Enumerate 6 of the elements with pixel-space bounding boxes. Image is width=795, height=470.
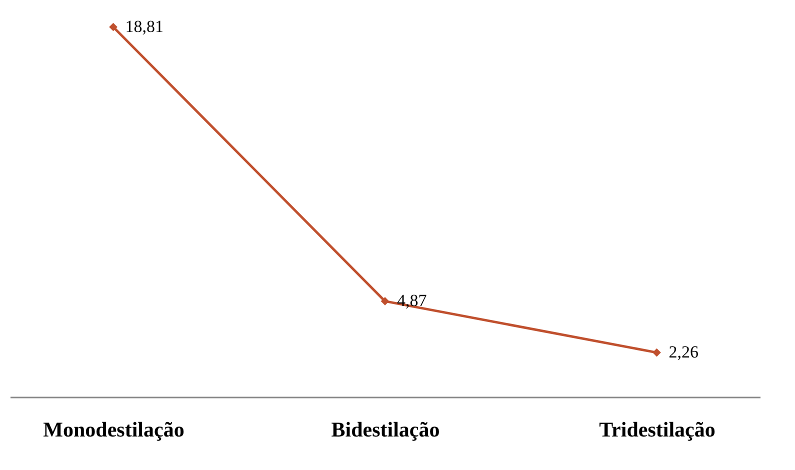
- data-label: 2,26: [668, 342, 698, 362]
- data-label: 18,81: [125, 17, 164, 36]
- x-tick-label: Bidestilação: [331, 418, 440, 442]
- x-tick-label: Monodestilação: [43, 418, 184, 442]
- data-label: 4,87: [397, 291, 428, 310]
- x-tick-label: Tridestilação: [599, 418, 716, 442]
